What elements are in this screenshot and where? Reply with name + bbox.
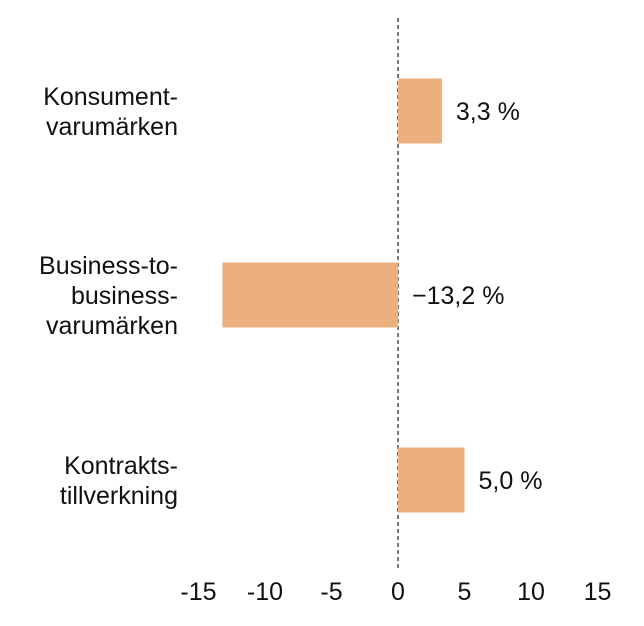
category-label-line: Business-to- (39, 252, 178, 280)
bar-3 (398, 447, 465, 513)
value-label-1: 3,3 % (456, 98, 520, 126)
category-label-3: Kontrakts-tillverkning (60, 452, 178, 510)
value-label-3: 5,0 % (479, 467, 543, 495)
x-tick-label: 0 (391, 578, 405, 606)
x-tick-label: -5 (320, 578, 342, 606)
value-label-2: −13,2 % (412, 282, 504, 310)
value-labels-group: 3,3 % −13,2 % 5,0 % (412, 98, 542, 495)
x-tick-label: 15 (584, 578, 612, 606)
bars-group (222, 78, 465, 513)
bar-2 (222, 262, 398, 328)
bar-1 (398, 78, 442, 144)
x-tick-label: 5 (458, 578, 472, 606)
category-label-line: Konsument- (43, 83, 178, 111)
category-label-2: Business-to-business-varumärken (39, 252, 178, 340)
category-label-line: Kontrakts- (64, 452, 178, 480)
category-label-line: business- (71, 282, 178, 310)
x-tick-label: -15 (180, 578, 216, 606)
x-axis-tick-labels: -15 -10 -5 0 5 10 15 (180, 578, 611, 606)
x-tick-label: 10 (517, 578, 545, 606)
category-label-line: varumärken (46, 113, 178, 141)
category-label-1: Konsument-varumärken (43, 83, 178, 141)
category-label-line: varumärken (46, 312, 178, 340)
category-labels-group: Konsument-varumärkenBusiness-to-business… (39, 83, 178, 510)
category-label-line: tillverkning (60, 482, 178, 510)
x-tick-label: -10 (247, 578, 283, 606)
